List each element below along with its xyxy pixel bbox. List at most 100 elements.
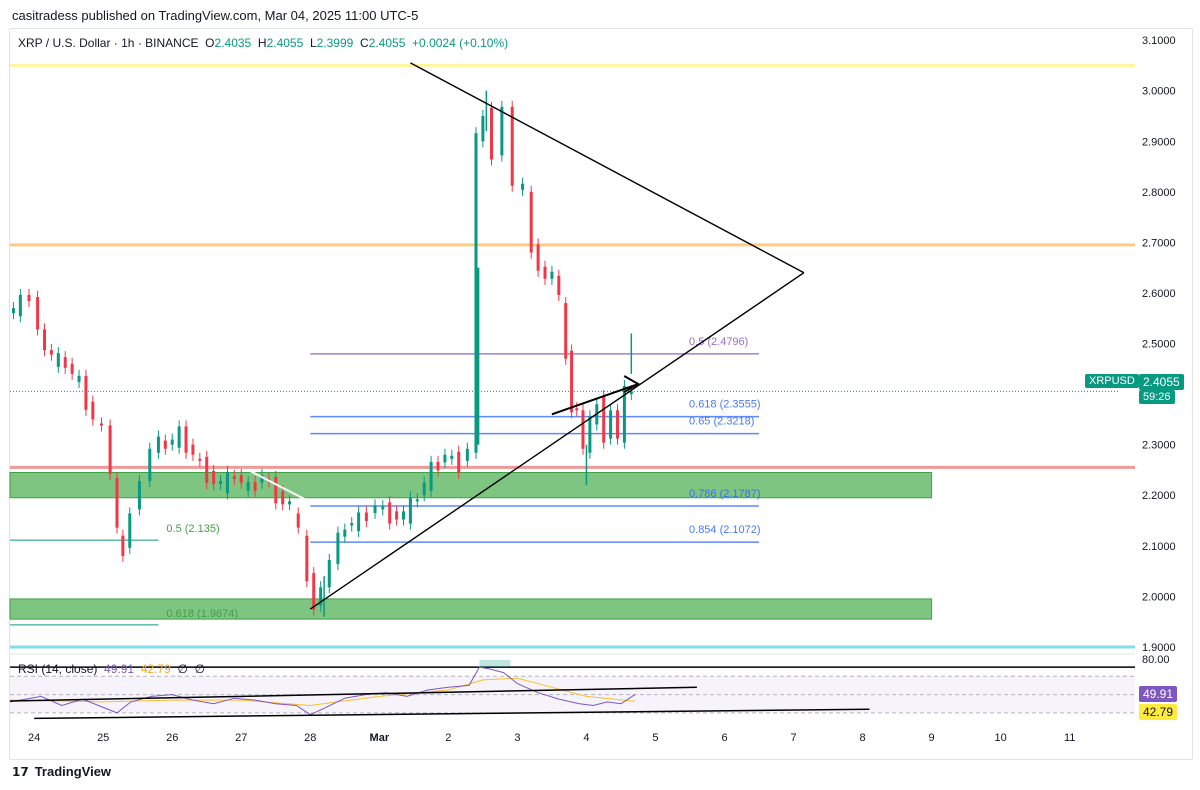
candle-body <box>373 505 377 513</box>
candle-body <box>70 363 74 374</box>
fib-level-label: 0.618 (2.3555) <box>689 399 761 411</box>
candle-body <box>36 297 40 330</box>
y-tick-label: 3.1000 <box>1142 35 1176 47</box>
candle-body <box>99 423 103 426</box>
x-tick-label: 6 <box>721 732 727 744</box>
candle-body <box>415 499 419 502</box>
y-tick-label: 3.0000 <box>1142 86 1176 98</box>
candle-body <box>305 535 309 582</box>
y-tick-label: 2.8000 <box>1142 187 1176 199</box>
candle-body <box>49 350 53 355</box>
candle-body <box>156 436 160 453</box>
rsi-value: 49.91 <box>104 662 135 676</box>
candle-body <box>232 476 236 480</box>
y-tick-label: 1.9000 <box>1142 642 1176 654</box>
y-tick-label: 2.0000 <box>1142 591 1176 603</box>
candle-body <box>481 115 485 142</box>
fib-level-label: 0.65 (2.3218) <box>689 416 754 428</box>
candle-body <box>536 244 540 271</box>
candle-body <box>557 275 561 295</box>
fib-level-label: 0.854 (2.1072) <box>689 524 761 536</box>
x-tick-label: 3 <box>514 732 520 744</box>
candle-body <box>219 481 223 485</box>
candle-body <box>408 497 412 524</box>
candle-body <box>128 513 132 548</box>
candle-body <box>137 481 141 510</box>
candle-body <box>212 470 216 485</box>
symbol-legend: XRP / U.S. Dollar · 1h · BINANCE O2.4035… <box>18 36 508 50</box>
high-value: 2.4055 <box>266 36 304 50</box>
y-tick-label: 2.1000 <box>1142 541 1176 553</box>
candle-body <box>148 448 152 482</box>
candle-body <box>274 477 278 504</box>
x-tick-label: 8 <box>860 732 866 744</box>
candle-body <box>588 416 592 453</box>
candle-body <box>296 513 300 528</box>
candle-body <box>465 448 469 461</box>
candle-body <box>550 271 554 279</box>
x-tick-label: 5 <box>652 732 658 744</box>
x-tick-label: 7 <box>790 732 796 744</box>
candle-body <box>170 439 174 445</box>
candle-body <box>163 440 167 449</box>
symbol-title: XRP / U.S. Dollar · 1h · BINANCE <box>18 36 199 50</box>
candle-body <box>246 482 250 491</box>
candle-body <box>336 532 340 565</box>
candle-body <box>422 482 426 496</box>
trendline <box>551 383 639 416</box>
rsi-axis-label: 80.00 <box>1142 654 1170 666</box>
rsi-legend: RSI (14, close) 49.91 42.79 ∅ ∅ <box>18 662 205 676</box>
candle-body <box>401 511 405 520</box>
candle-body <box>388 502 392 524</box>
chart-frame <box>9 28 1193 760</box>
x-tick-label: 27 <box>235 732 247 744</box>
candle-body <box>581 410 585 449</box>
candle-body <box>381 506 385 510</box>
x-tick-label: 9 <box>929 732 935 744</box>
candle-body <box>288 501 292 505</box>
candle-body <box>521 183 525 190</box>
rsi-trendline <box>9 686 697 702</box>
candle-body <box>225 471 229 494</box>
publisher-line: casitradess published on TradingView.com… <box>12 8 419 23</box>
low-value: 2.3999 <box>316 36 354 50</box>
rsi-ma-value: 42.79 <box>140 662 171 676</box>
candle-body <box>450 455 454 459</box>
arrow-head <box>623 375 641 393</box>
candle-body <box>77 375 81 382</box>
y-tick-label: 2.9000 <box>1142 136 1176 148</box>
candle-body <box>108 425 112 474</box>
x-tick-label: 25 <box>97 732 109 744</box>
candle-body <box>570 350 574 413</box>
candle-body <box>281 491 285 505</box>
rsi-overbought-fill <box>479 659 511 668</box>
x-tick-label: Mar <box>370 732 390 744</box>
candle-body <box>18 294 22 317</box>
low-label: L <box>309 36 317 50</box>
candle-body <box>319 587 323 606</box>
trendline <box>309 272 805 610</box>
rsi-extra-1: ∅ <box>177 662 188 676</box>
candle-body <box>364 512 368 522</box>
footer-brand: TradingView <box>34 764 112 779</box>
candle-body <box>184 426 188 453</box>
candle-body <box>529 191 533 253</box>
y-tick-label: 2.5000 <box>1142 339 1176 351</box>
candle-body <box>260 475 264 483</box>
candle-body <box>198 458 202 461</box>
candle-body <box>436 461 440 471</box>
y-tick-label: 2.3000 <box>1142 440 1176 452</box>
left-fib-level-label: 0.5 (2.135) <box>166 523 219 535</box>
countdown-badge: 59:26 <box>1139 390 1175 404</box>
rsi-ma-badge: 42.79 <box>1139 704 1178 720</box>
candle-body <box>121 535 125 556</box>
candle-body <box>622 386 626 443</box>
candle-body <box>616 410 620 439</box>
candle-body <box>457 451 461 473</box>
candle-body <box>205 456 209 484</box>
x-tick-label: 4 <box>583 732 589 744</box>
candle-body <box>343 529 347 537</box>
left-fib-level-label: 0.618 (1.9674) <box>166 608 238 620</box>
candle-body <box>56 353 60 367</box>
